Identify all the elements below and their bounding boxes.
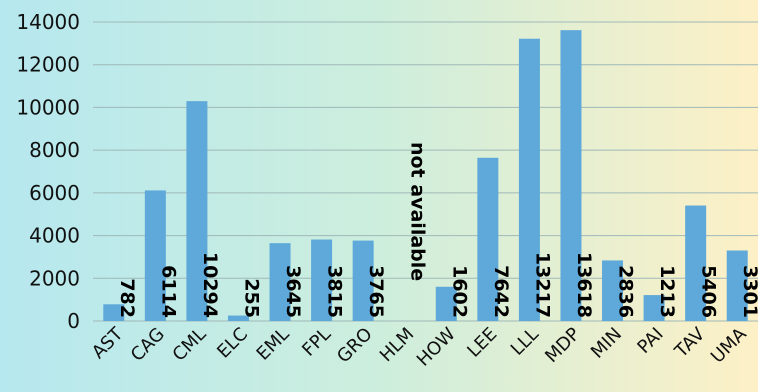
bar-gro	[352, 240, 374, 321]
x-tick-label-ast: AST	[88, 323, 128, 363]
bar-cag	[144, 190, 166, 321]
y-axis-ticks: 0 2000 4000 6000 8000 10000 12000 14000	[16, 10, 80, 333]
bar-mdp	[560, 30, 582, 322]
x-tick-label-mdp: MDP	[541, 324, 584, 367]
y-tick-label-12000: 12000	[16, 53, 80, 77]
x-tick-label-eml: EML	[253, 324, 294, 365]
data-label-uma: 3301	[739, 265, 758, 318]
bar-min	[602, 260, 624, 321]
bars	[103, 30, 748, 322]
bar-how	[435, 286, 457, 321]
x-tick-label-elc: ELC	[213, 324, 252, 363]
bar-fpl	[311, 239, 333, 321]
data-label-eml: 3645	[282, 265, 304, 318]
bar-uma	[726, 250, 748, 321]
x-tick-label-min: MIN	[587, 324, 626, 363]
x-tick-label-tav: TAV	[670, 323, 709, 362]
bar-tav	[685, 205, 707, 321]
bar-cml	[186, 101, 208, 322]
y-tick-label-10000: 10000	[16, 95, 80, 119]
x-tick-label-gro: GRO	[333, 324, 377, 368]
y-tick-label-14000: 14000	[16, 10, 80, 34]
bar-ast	[103, 304, 125, 321]
data-label-fpl: 3815	[324, 265, 346, 318]
data-label-gro: 3765	[365, 265, 387, 318]
y-tick-label-2000: 2000	[29, 266, 80, 290]
data-label-lee: 7642	[490, 265, 512, 318]
bar-elc	[227, 315, 249, 321]
data-label-cag: 6114	[157, 265, 179, 318]
data-label-ast: 782	[116, 278, 138, 318]
data-label-cml: 10294	[199, 252, 221, 318]
data-label-hlm: not available	[407, 142, 429, 281]
bar-eml	[269, 243, 291, 321]
data-label-how: 1602	[448, 265, 470, 318]
data-label-mdp: 13618	[573, 252, 595, 318]
data-labels: 782 6114 10294 255 3645 3815 3765 not available…	[116, 142, 758, 318]
x-tick-label-lll: LLL	[507, 324, 543, 360]
bar-lee	[477, 157, 499, 321]
y-tick-label-4000: 4000	[29, 224, 80, 248]
bar-pai	[643, 295, 665, 321]
y-tick-label-0: 0	[67, 309, 80, 333]
x-tick-label-cag: CAG	[127, 324, 169, 366]
data-label-elc: 255	[240, 278, 262, 318]
data-label-min: 2836	[615, 265, 637, 318]
y-tick-label-8000: 8000	[29, 138, 80, 162]
x-tick-label-hlm: HLM	[376, 324, 418, 366]
x-tick-label-pai: PAI	[633, 324, 667, 358]
x-tick-label-how: HOW	[413, 324, 460, 371]
y-tick-label-6000: 6000	[29, 181, 80, 205]
x-tick-label-lee: LEE	[463, 324, 501, 362]
x-tick-label-uma: UMA	[707, 323, 751, 367]
x-tick-label-fpl: FPL	[298, 324, 335, 361]
bar-lll	[518, 38, 540, 321]
data-label-tav: 5406	[698, 265, 720, 318]
x-tick-label-cml: CML	[169, 324, 211, 366]
data-label-lll: 13217	[531, 252, 553, 318]
data-label-pai: 1213	[656, 265, 678, 318]
